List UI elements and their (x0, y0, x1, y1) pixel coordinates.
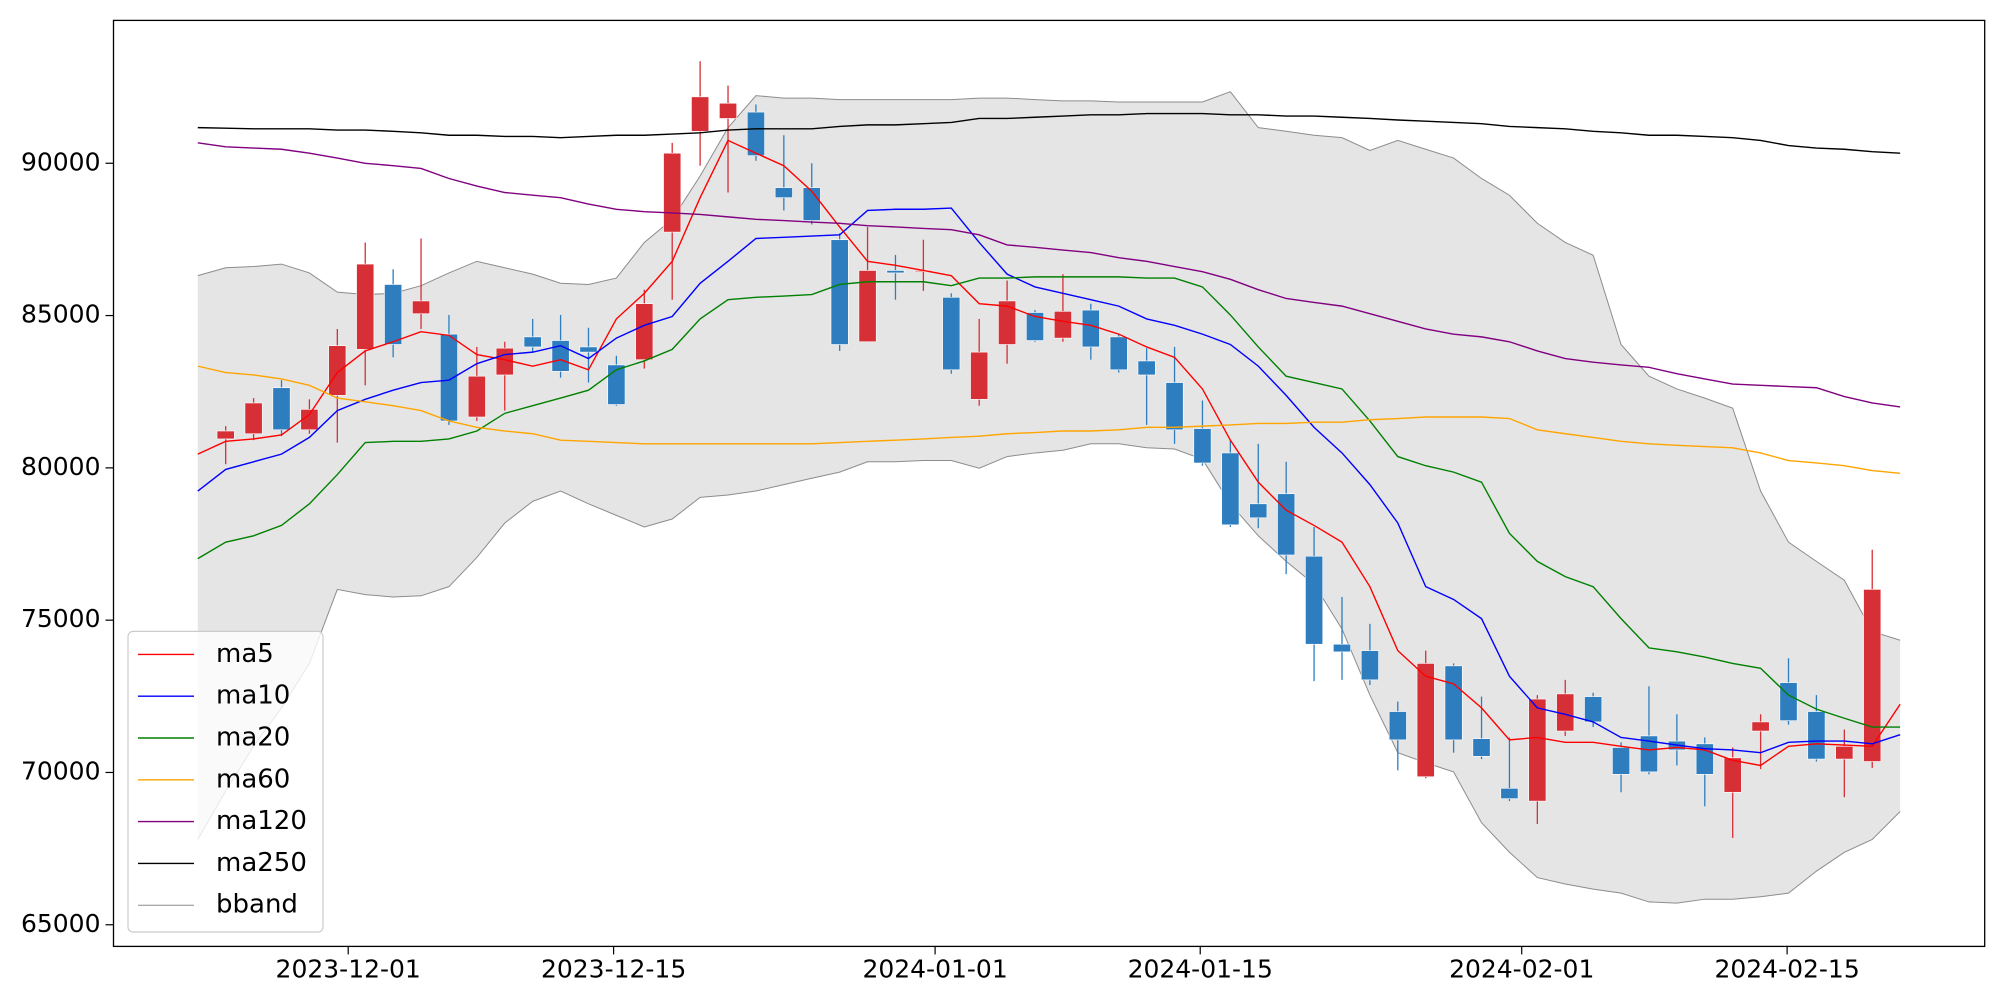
candle-body (1249, 503, 1268, 519)
candle-body (1053, 310, 1072, 339)
plot-area (197, 61, 1901, 904)
candle-body (523, 336, 542, 348)
candle-body (1444, 665, 1463, 741)
candle-body (439, 333, 458, 422)
candle-body (663, 152, 682, 233)
candle-body (1863, 589, 1882, 762)
candle-body (746, 111, 765, 156)
candle-body (1612, 747, 1631, 775)
candle-body (328, 345, 347, 396)
candle-body (1360, 650, 1379, 681)
candle-body (774, 187, 793, 198)
y-tick-label: 85000 (21, 300, 101, 329)
candle-body (1333, 643, 1351, 653)
x-tick-label: 2024-01-15 (1128, 954, 1273, 983)
x-tick-label: 2024-02-01 (1449, 954, 1594, 983)
candle-body (691, 96, 710, 132)
candle-body (1751, 721, 1770, 732)
legend-label: ma5 (216, 639, 274, 669)
candle-body (1500, 788, 1519, 799)
candle-body (1305, 555, 1324, 645)
candle-body (356, 263, 375, 350)
legend-label: ma10 (216, 681, 290, 711)
candle-body (719, 102, 737, 119)
legend-label: ma20 (216, 723, 290, 753)
y-tick-label: 90000 (21, 147, 101, 176)
band-upper (197, 91, 1901, 641)
legend-label: bband (216, 890, 298, 920)
candle-body (635, 303, 654, 361)
legend-label: ma250 (216, 848, 307, 878)
candle-body (607, 364, 626, 405)
ma-line (197, 365, 1901, 475)
candle-body (942, 296, 961, 371)
candle-body (412, 300, 430, 315)
candle-body (1221, 452, 1240, 526)
candle-body (1807, 711, 1826, 760)
candle-body (272, 387, 291, 431)
candle-body (1584, 696, 1603, 723)
candle-body (1109, 336, 1128, 371)
legend-box (127, 630, 324, 933)
candle-body (1723, 757, 1742, 793)
candle-body (1081, 309, 1100, 348)
candle-body (1193, 428, 1212, 464)
axes: 65000 70000 75000 80000 85000 90000 2023-12-01… (21, 147, 1860, 983)
y-tick-label: 65000 (21, 909, 101, 938)
candle-body (1026, 312, 1044, 341)
candle-body (1779, 682, 1798, 721)
legend: ma5 ma10 ma20 ma60 ma120 ma250 bband (127, 630, 324, 933)
candle-body (998, 300, 1017, 345)
candle-body (244, 402, 263, 435)
candle-body (1388, 711, 1407, 741)
candle-body (1165, 382, 1184, 431)
candle-body (802, 187, 821, 221)
legend-label: ma120 (216, 806, 307, 836)
candle-body (858, 270, 877, 343)
x-tick-label: 2024-02-15 (1714, 954, 1859, 983)
y-tick-label: 75000 (21, 604, 101, 633)
candle-body (1835, 745, 1854, 760)
ma-line (197, 139, 1901, 767)
y-tick-label: 70000 (21, 756, 101, 785)
candle-body (1640, 735, 1658, 773)
candle-body (579, 346, 598, 353)
ma-line (197, 112, 1901, 154)
candle-body (216, 430, 235, 440)
x-tick-label: 2024-01-01 (862, 954, 1007, 983)
legend-label: ma60 (216, 764, 290, 794)
candle-body (970, 351, 989, 400)
candle-body (1416, 663, 1435, 778)
candle-body (1137, 360, 1156, 376)
candle-body (1472, 738, 1491, 757)
candle-body (384, 284, 403, 345)
candle-body (1277, 493, 1296, 556)
candle-body (886, 270, 905, 274)
y-tick-label: 80000 (21, 452, 101, 481)
band-lower (197, 443, 1901, 904)
x-tick-label: 2023-12-01 (276, 954, 421, 983)
x-tick-label: 2023-12-15 (541, 954, 686, 983)
axes-frame (112, 19, 1986, 948)
band-area (197, 91, 1901, 904)
candle-body (1528, 698, 1547, 802)
candle-body (830, 239, 849, 345)
ma-line (197, 142, 1901, 408)
ma-line (197, 207, 1901, 754)
candle-body (467, 375, 486, 418)
candle-body (300, 409, 319, 431)
